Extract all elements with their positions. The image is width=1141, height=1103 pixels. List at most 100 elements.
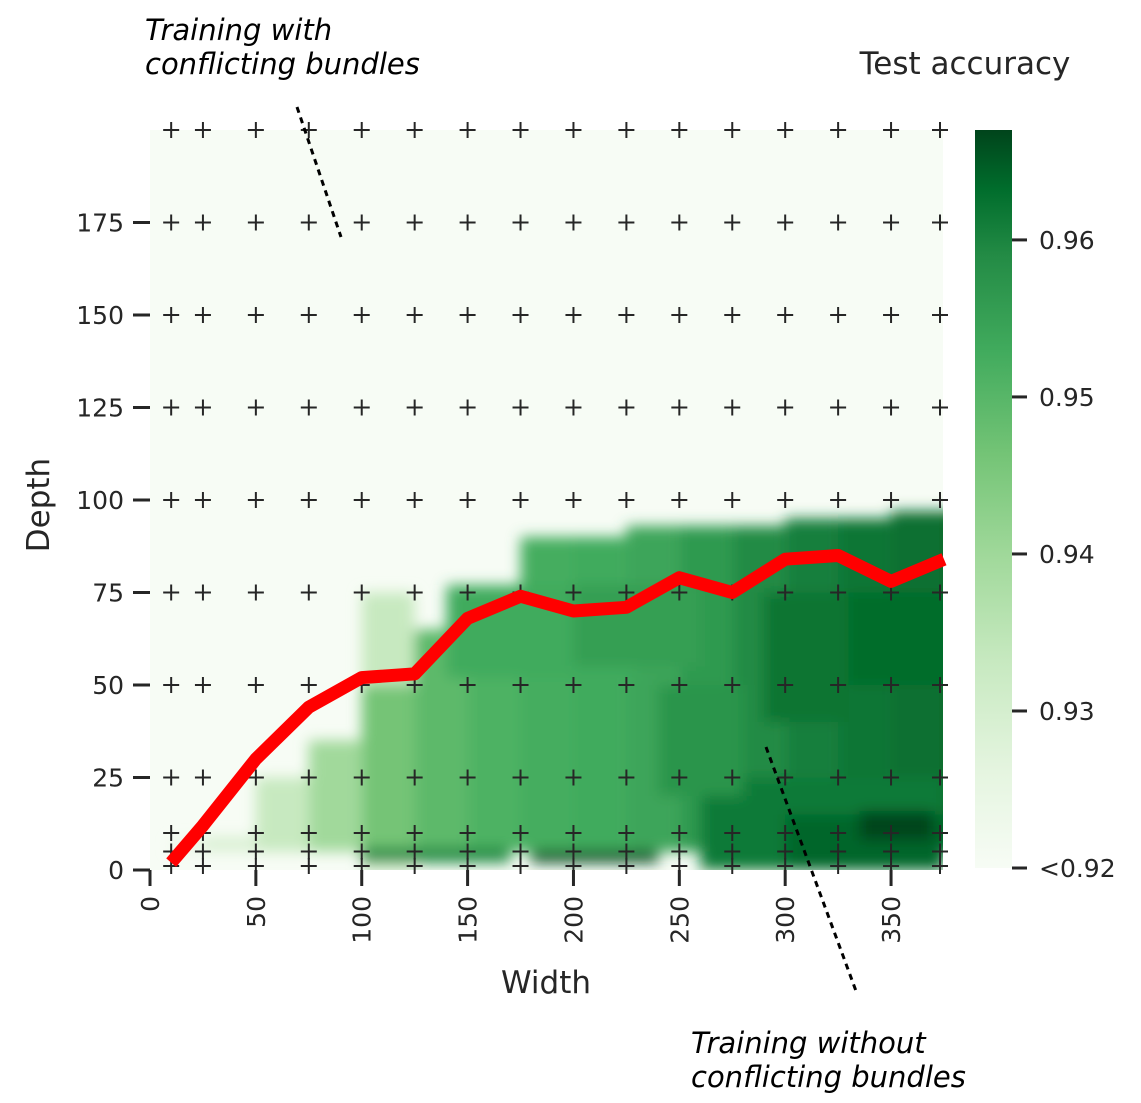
grid-marker — [406, 122, 423, 138]
grid-marker — [724, 858, 741, 874]
grid-marker — [247, 769, 264, 786]
grid-marker — [671, 769, 688, 786]
grid-marker — [300, 307, 317, 323]
grid-marker — [932, 825, 948, 841]
grid-marker — [932, 677, 948, 693]
grid-marker — [512, 843, 529, 860]
grid-marker — [512, 677, 529, 693]
grid-marker — [194, 399, 211, 416]
grid-marker — [724, 122, 741, 138]
grid-marker — [406, 769, 423, 786]
y-axis-label: Depth — [21, 458, 57, 552]
grid-marker — [724, 214, 741, 231]
grid-marker — [353, 584, 370, 601]
grid-marker — [565, 584, 582, 601]
grid-marker — [565, 677, 582, 693]
grid-marker — [459, 307, 476, 323]
colorbar-tick-label: 0.96 — [1039, 226, 1095, 255]
grid-marker — [512, 307, 529, 323]
grid-marker — [932, 492, 948, 508]
grid-marker — [247, 825, 264, 841]
grid-marker — [163, 122, 180, 138]
grid-marker — [459, 399, 476, 416]
heatmap-blobs — [171, 511, 943, 870]
grid-marker — [194, 214, 211, 231]
grid-marker — [300, 492, 317, 508]
y-tick-label: 50 — [92, 671, 124, 700]
grid-marker — [932, 214, 948, 231]
grid-marker — [300, 843, 317, 860]
grid-marker — [671, 584, 688, 601]
x-tick-label: 0 — [136, 896, 165, 912]
grid-marker — [932, 122, 948, 138]
grid-marker — [618, 769, 635, 786]
y-tick-label: 150 — [76, 301, 124, 330]
grid-marker — [932, 843, 948, 860]
annotation-with: Training with conflicting bundles — [145, 13, 420, 81]
grid-marker — [671, 492, 688, 508]
grid-marker — [194, 492, 211, 508]
heatmap-field — [150, 130, 943, 870]
boundary-line-group — [166, 549, 947, 867]
colorbar-title: Test accuracy — [859, 46, 1071, 82]
grid-marker — [618, 825, 635, 841]
grid-marker — [406, 843, 423, 860]
grid-marker — [565, 825, 582, 841]
grid-marker — [353, 769, 370, 786]
grid-marker — [830, 843, 847, 860]
x-tick-label: 200 — [559, 896, 588, 944]
grid-marker — [724, 843, 741, 860]
grid-marker — [777, 843, 794, 860]
x-tick-label: 100 — [348, 896, 377, 944]
x-tick-label: 150 — [454, 896, 483, 944]
annotation-without: Training without conflicting bundles — [691, 1026, 966, 1094]
grid-marker — [406, 399, 423, 416]
grid-marker — [163, 584, 180, 601]
grid-marker — [194, 122, 211, 138]
grid-marker — [777, 769, 794, 786]
grid-marker — [883, 399, 900, 416]
grid-marker — [247, 399, 264, 416]
grid-marker — [247, 122, 264, 138]
grid-marker — [163, 492, 180, 508]
grid-marker — [671, 399, 688, 416]
grid-marker — [618, 858, 635, 874]
grid-marker — [247, 307, 264, 323]
grid-marker — [459, 769, 476, 786]
grid-marker — [724, 399, 741, 416]
grid-marker — [883, 825, 900, 841]
grid-marker — [512, 399, 529, 416]
grid-marker — [777, 584, 794, 601]
grid-marker — [163, 769, 180, 786]
colorbar-tick-label: 0.93 — [1039, 697, 1095, 726]
grid-marker — [671, 825, 688, 841]
grid-marker — [247, 677, 264, 693]
colorbar-tick-label: 0.94 — [1039, 540, 1095, 569]
grid-marker — [883, 214, 900, 231]
grid-marker — [194, 307, 211, 323]
grid-marker — [459, 843, 476, 860]
grid-marker — [406, 858, 423, 874]
grid-marker — [163, 214, 180, 231]
boundary-line — [166, 549, 947, 867]
colorbar-tick-label: 0.95 — [1039, 383, 1095, 412]
grid-marker — [777, 492, 794, 508]
grid-marker — [724, 769, 741, 786]
annotations: Training with conflicting bundles Training… — [145, 13, 966, 1094]
grid-marker — [618, 399, 635, 416]
grid-marker — [406, 214, 423, 231]
grid-marker — [883, 843, 900, 860]
grid-marker — [353, 399, 370, 416]
grid-marker — [830, 307, 847, 323]
grid-marker — [618, 677, 635, 693]
grid-marker — [777, 399, 794, 416]
grid-marker — [830, 677, 847, 693]
grid-marker — [353, 492, 370, 508]
grid-marker — [883, 307, 900, 323]
grid-marker — [300, 769, 317, 786]
grid-marker — [671, 307, 688, 323]
grid-marker — [830, 858, 847, 874]
grid-marker — [163, 677, 180, 693]
y-tick-label: 100 — [76, 486, 124, 515]
